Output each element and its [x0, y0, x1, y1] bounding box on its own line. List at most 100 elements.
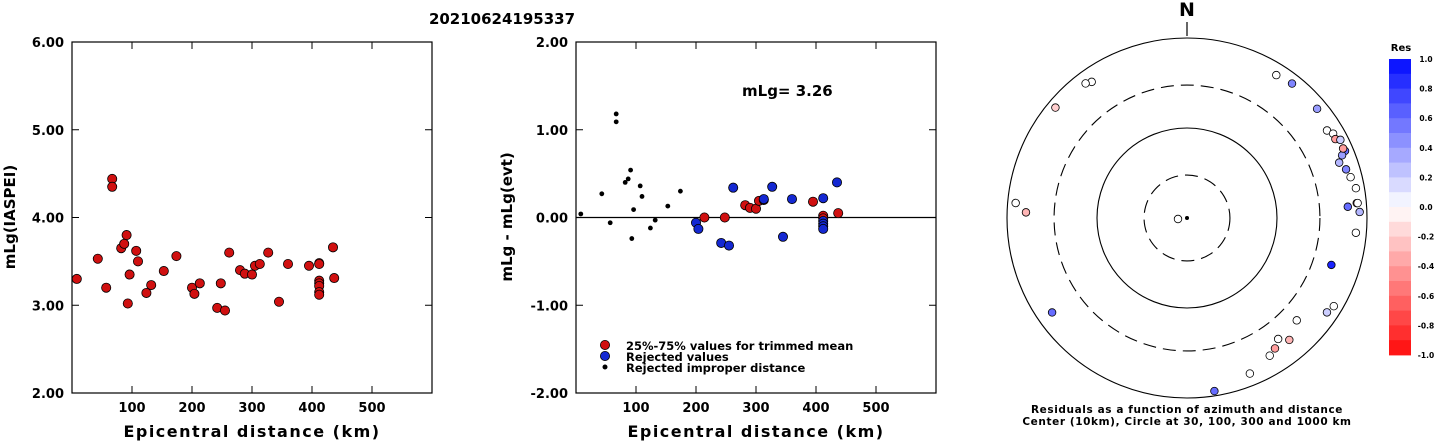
improper-point [629, 236, 635, 241]
x-tick-label: 500 [862, 401, 889, 416]
colorbar-title: Res [1391, 43, 1411, 54]
improper-point [648, 225, 653, 231]
accepted-point [189, 288, 200, 299]
y-tick-label: -2.00 [531, 387, 568, 402]
y-tick-label: 2.00 [32, 387, 64, 402]
station-point [1270, 344, 1280, 353]
y-ticks-2: -2.00 -1.00 0.00 1.00 2.00 [531, 36, 936, 402]
y-tick-label: 5.00 [32, 124, 64, 139]
station-point [1292, 316, 1301, 325]
accepted-point [219, 305, 230, 316]
accepted-point [124, 269, 135, 280]
y-tick-label: 2.00 [536, 36, 568, 51]
station-point [1051, 103, 1060, 112]
legend-marker-improper [602, 364, 608, 370]
station-point [1011, 198, 1020, 208]
colorbar-cell [1389, 221, 1411, 237]
colorbar-cell [1389, 73, 1411, 89]
x-tick-label: 300 [238, 401, 265, 416]
accepted-point [808, 196, 819, 207]
residual-colorbar: Res 1.0 0.8 0.6 0.4 0.2 0.0 -0.2 -0.4 -0.6 -0.8 -1… [1389, 43, 1434, 360]
station-point [1021, 208, 1031, 217]
plot-frame-1 [71, 41, 433, 394]
accepted-point [215, 278, 226, 289]
improper-point [637, 183, 643, 189]
accepted-point [71, 273, 82, 284]
improper-point [631, 207, 636, 213]
station-point [1343, 202, 1352, 211]
legend-label-rejected: Rejected values [626, 350, 729, 364]
station-point [1312, 104, 1322, 114]
colorbar-tick-label: 0.4 [1419, 144, 1432, 153]
accepted-point [107, 181, 118, 192]
colorbar-cell [1389, 177, 1411, 193]
improper-point [678, 188, 683, 194]
accepted-point [303, 260, 314, 271]
station-point [1351, 228, 1361, 237]
station-point [1265, 351, 1274, 360]
improper-point [578, 211, 584, 217]
station-point [1047, 308, 1057, 317]
station-point [1341, 165, 1351, 174]
rejected-point [818, 193, 829, 204]
station-point [1338, 144, 1348, 153]
x-ticks-2: 100 200 300 400 500 [622, 42, 890, 416]
improper-point [628, 167, 633, 173]
improper-point [625, 176, 631, 182]
x-tick-label: 200 [682, 401, 709, 416]
rejected-point [787, 194, 798, 205]
station-point [1210, 386, 1219, 396]
station-point [1287, 79, 1297, 88]
x-tick-label: 500 [358, 401, 385, 416]
station-point [1346, 173, 1355, 182]
accepted-point [273, 296, 284, 307]
accepted-point [121, 230, 132, 241]
colorbar-cell [1389, 325, 1411, 341]
station-point [1337, 151, 1347, 160]
station-point [1272, 70, 1281, 80]
legend-label-improper: Rejected improper distance [626, 361, 805, 375]
data-points-1 [71, 173, 340, 316]
y-ticks-1: 2.00 3.00 4.00 5.00 6.00 [32, 36, 432, 402]
y-tick-label: 0.00 [536, 212, 568, 227]
colorbar-cell [1389, 118, 1411, 134]
polar-caption-line2: Center (10km), Circle at 30, 100, 300 an… [1022, 416, 1351, 428]
improper-point [613, 119, 619, 125]
x-ticks-1: 100 200 300 400 500 [118, 42, 386, 416]
improper-point [613, 111, 619, 117]
y-tick-label: 1.00 [536, 124, 568, 139]
accepted-point [131, 245, 142, 256]
y-tick-label: 4.00 [32, 212, 64, 227]
rejected-point [758, 194, 769, 205]
y-tick-label: 3.00 [32, 299, 64, 314]
rejected-point [724, 240, 735, 251]
station-point-center [1173, 214, 1183, 224]
accepted-point [327, 242, 338, 253]
colorbar-cell [1389, 88, 1411, 104]
accepted-point [314, 259, 325, 270]
accepted-point [171, 251, 182, 262]
x-axis-label-1: Epicentral distance (km) [123, 422, 380, 441]
y-axis-label-1: mLg(IASPEI) [1, 165, 19, 269]
station-points [1011, 70, 1364, 396]
station-point [1273, 334, 1283, 344]
legend: 25%-75% values for trimmed mean Rejected… [600, 339, 853, 375]
station-point [1336, 135, 1345, 145]
station-point [1329, 301, 1338, 311]
rejected-point [728, 182, 739, 193]
accepted-point [158, 266, 169, 277]
distance-ring [1143, 174, 1231, 262]
colorbar-cell [1389, 192, 1411, 208]
polar-caption-line1: Residuals as a function of azimuth and d… [1031, 404, 1343, 416]
accepted-point [101, 282, 112, 293]
rejected-point [778, 231, 789, 242]
north-label: N [1179, 0, 1195, 21]
data-points-2 [578, 111, 844, 251]
colorbar-cell [1389, 295, 1411, 311]
improper-point [665, 203, 671, 209]
colorbar-cell [1389, 266, 1411, 282]
colorbar-cell [1389, 281, 1411, 297]
y-tick-label: 6.00 [32, 36, 64, 51]
rejected-point [693, 223, 704, 234]
